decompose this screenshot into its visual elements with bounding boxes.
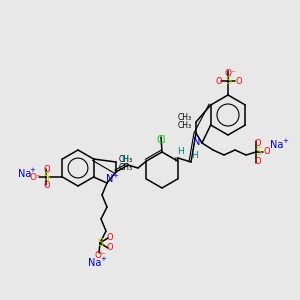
Text: O: O xyxy=(236,76,242,85)
Text: S: S xyxy=(43,172,50,182)
Text: S: S xyxy=(255,147,261,157)
Text: O: O xyxy=(255,139,261,148)
Text: O⁻: O⁻ xyxy=(94,250,106,260)
Text: Na: Na xyxy=(88,258,102,268)
Text: O: O xyxy=(216,76,222,85)
Text: CH₃: CH₃ xyxy=(178,113,192,122)
Text: CH₃: CH₃ xyxy=(119,163,133,172)
Text: N: N xyxy=(106,174,114,184)
Text: O⁻: O⁻ xyxy=(224,70,236,79)
Text: +: + xyxy=(112,173,118,179)
Text: H: H xyxy=(122,154,128,164)
Text: Cl: Cl xyxy=(156,135,166,145)
Text: S: S xyxy=(225,76,231,86)
Text: O: O xyxy=(43,164,50,173)
Text: +: + xyxy=(29,167,35,173)
Text: S: S xyxy=(97,238,103,248)
Text: CH₃: CH₃ xyxy=(119,155,133,164)
Text: +: + xyxy=(100,256,106,262)
Text: O: O xyxy=(43,181,50,190)
Text: O: O xyxy=(255,157,261,166)
Text: O: O xyxy=(107,244,113,253)
Text: H: H xyxy=(178,146,184,155)
Text: +: + xyxy=(282,138,288,144)
Text: Na: Na xyxy=(270,140,284,150)
Text: O: O xyxy=(264,148,270,157)
Text: N: N xyxy=(193,137,201,147)
Text: CH₃: CH₃ xyxy=(178,121,192,130)
Text: O⁻: O⁻ xyxy=(29,172,41,182)
Text: H: H xyxy=(192,151,198,160)
Text: O: O xyxy=(107,233,113,242)
Text: Na: Na xyxy=(18,169,31,179)
